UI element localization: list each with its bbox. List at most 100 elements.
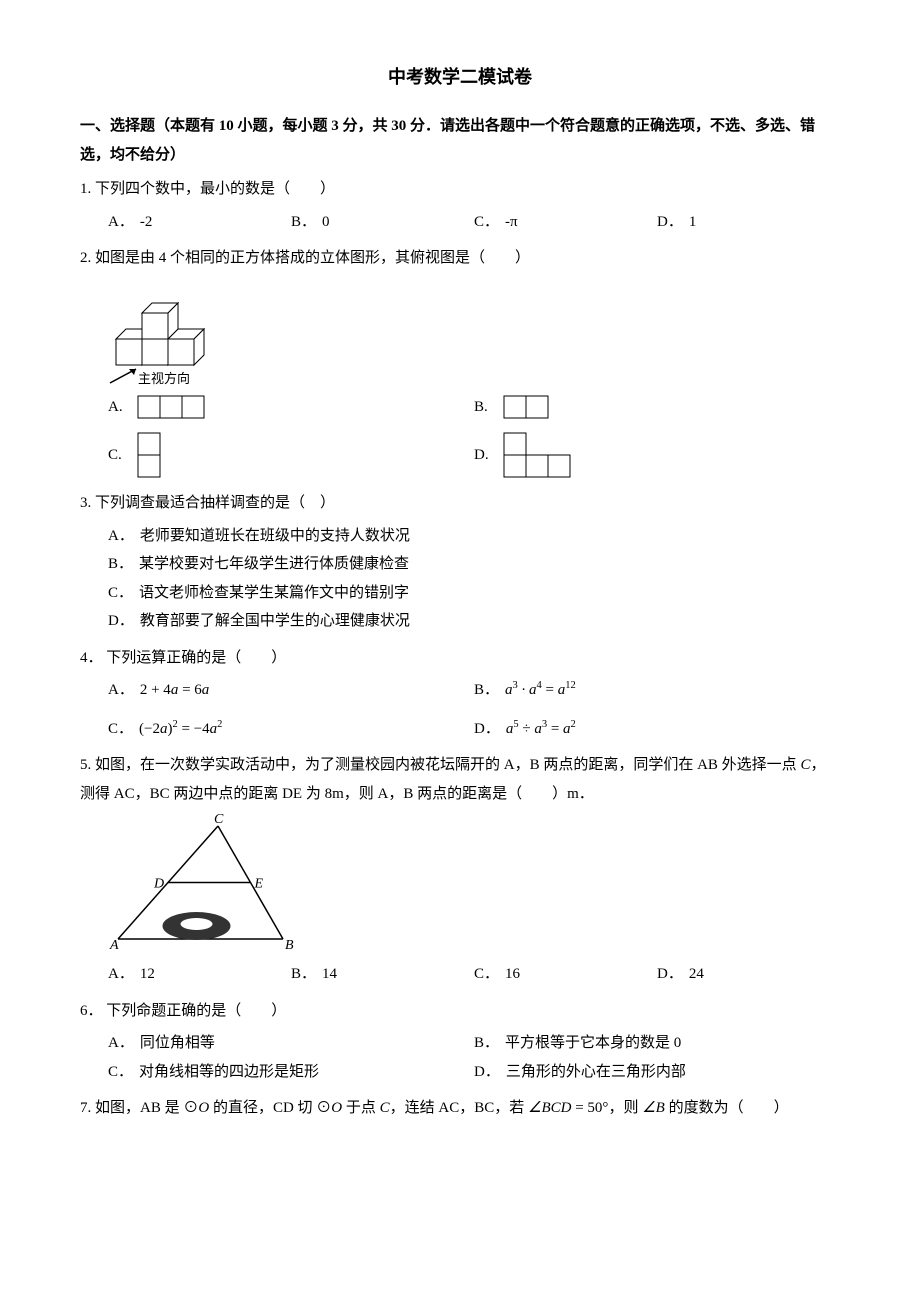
cube-figure: 主视方向: [108, 279, 218, 387]
q3-stem: 3. 下列调查最适合抽样调查的是（ ）: [80, 489, 840, 518]
opt-text: -2: [140, 214, 153, 230]
q7-text: 如图，AB 是 ⊙O 的直径，CD 切 ⊙O 于点 C，连结 AC，BC，若 ∠…: [95, 1100, 789, 1116]
q6-opt-d[interactable]: D． 三角形的外心在三角形内部: [474, 1058, 840, 1087]
opt-text: 0: [322, 214, 330, 230]
q2-opt-d[interactable]: D.: [474, 431, 840, 479]
opt-label: C．: [108, 585, 133, 601]
q1-num: 1.: [80, 181, 91, 197]
opt-text: 教育部要了解全国中学生的心理健康状况: [140, 613, 410, 629]
q3-opt-a[interactable]: A． 老师要知道班长在班级中的支持人数状况: [108, 522, 840, 551]
opt-text: 14: [322, 966, 337, 982]
opt-label: A.: [108, 393, 136, 422]
opt-text: -π: [505, 214, 518, 230]
svg-text:A: A: [109, 938, 119, 953]
q4-num: 4．: [80, 650, 103, 666]
section-heading: 一、选择题（本题有 10 小题，每小题 3 分，共 30 分．请选出各题中一个符…: [80, 112, 840, 169]
q1-opt-d[interactable]: D．1: [657, 208, 840, 237]
q6-text: 下列命题正确的是（ ）: [106, 1003, 286, 1019]
opt-text: 某学校要对七年级学生进行体质健康检查: [139, 556, 409, 572]
opt-label: B．: [291, 966, 316, 982]
q2-opt-c-icon: [136, 431, 164, 479]
opt-label: D．: [108, 613, 134, 629]
question-4: 4． 下列运算正确的是（ ） A． 2 + 4a = 6a B． a3 · a4 =…: [80, 644, 840, 744]
q2-text: 如图是由 4 个相同的正方体搭成的立体图形，其俯视图是（ ）: [95, 250, 530, 266]
triangle-figure: ABCDE: [108, 814, 308, 954]
q5-num: 5.: [80, 757, 91, 773]
opt-label: A．: [108, 1035, 134, 1051]
q2-opt-d-icon: [502, 431, 574, 479]
q7-stem: 7. 如图，AB 是 ⊙O 的直径，CD 切 ⊙O 于点 C，连结 AC，BC，…: [80, 1094, 840, 1123]
q5-figure: ABCDE: [80, 814, 840, 954]
svg-text:D: D: [153, 877, 164, 892]
opt-label: C．: [474, 214, 499, 230]
opt-text: 老师要知道班长在班级中的支持人数状况: [140, 528, 410, 544]
question-5: 5. 如图，在一次数学实政活动中，为了测量校园内被花坛隔开的 A，B 两点的距离…: [80, 751, 840, 989]
opt-text: 24: [689, 966, 704, 982]
q6-num: 6．: [80, 1003, 103, 1019]
svg-text:C: C: [214, 814, 224, 827]
opt-text: 三角形的外心在三角形内部: [506, 1064, 686, 1080]
q5-opt-c[interactable]: C．16: [474, 960, 657, 989]
opt-label: A．: [108, 682, 134, 698]
q6-opt-b[interactable]: B．平方根等于它本身的数是 0: [474, 1029, 840, 1058]
q2-opt-c[interactable]: C.: [108, 431, 474, 479]
opt-label: A．: [108, 528, 134, 544]
svg-text:E: E: [254, 877, 264, 892]
opt-text: (−2a)2 = −4a2: [139, 721, 222, 737]
q7-num: 7.: [80, 1100, 91, 1116]
svg-text:主视方向: 主视方向: [138, 371, 190, 386]
q4-opt-d[interactable]: D．a5 ÷ a3 = a2: [474, 715, 840, 744]
page-title: 中考数学二模试卷: [80, 60, 840, 94]
opt-label: B．: [291, 214, 316, 230]
opt-text: a5 ÷ a3 = a2: [506, 721, 576, 737]
opt-label: D.: [474, 441, 502, 470]
q2-opt-a-icon: [136, 394, 206, 420]
question-1: 1. 下列四个数中，最小的数是（ ） A． -2 B． 0 C． -π D．1: [80, 175, 840, 236]
q1-text: 下列四个数中，最小的数是（ ）: [95, 181, 335, 197]
opt-label: C．: [108, 721, 133, 737]
question-2: 2. 如图是由 4 个相同的正方体搭成的立体图形，其俯视图是（ ） 主视方向 A…: [80, 244, 840, 479]
opt-label: B．: [108, 556, 133, 572]
q2-opt-b-icon: [502, 394, 552, 420]
opt-label: A．: [108, 214, 134, 230]
opt-label: C.: [108, 441, 136, 470]
opt-label: D．: [657, 966, 683, 982]
q3-text: 下列调查最适合抽样调查的是（ ）: [95, 495, 335, 511]
q1-opt-b[interactable]: B． 0: [291, 208, 474, 237]
question-6: 6． 下列命题正确的是（ ） A．同位角相等 B．平方根等于它本身的数是 0 C…: [80, 997, 840, 1087]
q5-opt-d[interactable]: D． 24: [657, 960, 840, 989]
opt-label: B．: [474, 682, 499, 698]
question-7: 7. 如图，AB 是 ⊙O 的直径，CD 切 ⊙O 于点 C，连结 AC，BC，…: [80, 1094, 840, 1123]
q1-opt-a[interactable]: A． -2: [108, 208, 291, 237]
opt-label: D．: [474, 1064, 500, 1080]
question-3: 3. 下列调查最适合抽样调查的是（ ） A． 老师要知道班长在班级中的支持人数状况…: [80, 489, 840, 636]
q2-opt-b[interactable]: B.: [474, 393, 840, 422]
q3-opt-d[interactable]: D． 教育部要了解全国中学生的心理健康状况: [108, 607, 840, 636]
opt-label: B.: [474, 393, 502, 422]
q4-stem: 4． 下列运算正确的是（ ）: [80, 644, 840, 673]
q2-stem: 2. 如图是由 4 个相同的正方体搭成的立体图形，其俯视图是（ ）: [80, 244, 840, 273]
q5-opt-b[interactable]: B． 14: [291, 960, 474, 989]
q2-num: 2.: [80, 250, 91, 266]
opt-text: 12: [140, 966, 155, 982]
q5-text: 如图，在一次数学实政活动中，为了测量校园内被花坛隔开的 A，B 两点的距离，同学…: [80, 757, 825, 802]
q2-opt-a[interactable]: A.: [108, 393, 474, 422]
q4-opt-c[interactable]: C． (−2a)2 = −4a2: [108, 715, 474, 744]
q4-opt-b[interactable]: B． a3 · a4 = a12: [474, 676, 840, 705]
q4-text: 下列运算正确的是（ ）: [106, 650, 286, 666]
q6-stem: 6． 下列命题正确的是（ ）: [80, 997, 840, 1026]
opt-label: D．: [657, 214, 683, 230]
q1-opt-c[interactable]: C． -π: [474, 208, 657, 237]
q3-num: 3.: [80, 495, 91, 511]
opt-label: C．: [474, 966, 499, 982]
q5-opt-a[interactable]: A．12: [108, 960, 291, 989]
opt-text: a3 · a4 = a12: [505, 682, 576, 698]
q1-stem: 1. 下列四个数中，最小的数是（ ）: [80, 175, 840, 204]
q4-opt-a[interactable]: A． 2 + 4a = 6a: [108, 676, 474, 705]
opt-text: 2 + 4a = 6a: [140, 682, 209, 698]
q3-opt-c[interactable]: C．语文老师检查某学生某篇作文中的错别字: [108, 579, 840, 608]
q6-opt-a[interactable]: A．同位角相等: [108, 1029, 474, 1058]
q3-opt-b[interactable]: B． 某学校要对七年级学生进行体质健康检查: [108, 550, 840, 579]
q6-opt-c[interactable]: C．对角线相等的四边形是矩形: [108, 1058, 474, 1087]
opt-text: 平方根等于它本身的数是 0: [505, 1035, 681, 1051]
